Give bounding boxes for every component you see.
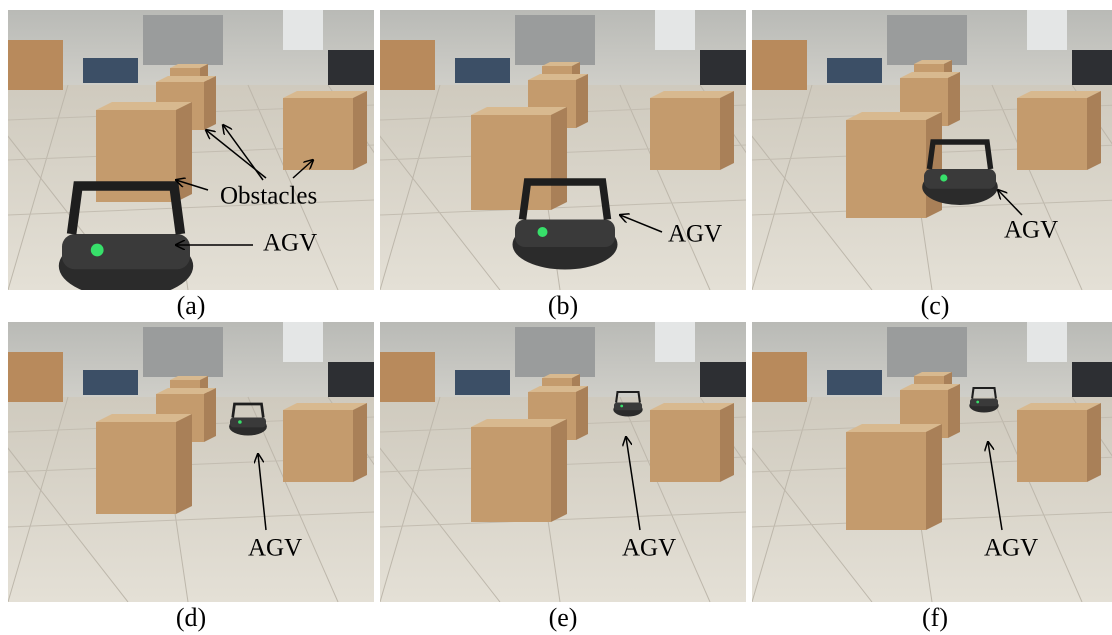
panel: AGV (f) [712,322,1112,632]
box-side [1087,403,1101,482]
panel-label: (f) [922,603,948,632]
sofa [328,362,378,397]
box-side [720,403,734,482]
agv-label: AGV [263,230,317,257]
box-front [1017,98,1087,170]
cabinet [8,352,63,402]
agv-body [62,234,190,269]
box-front [650,410,720,482]
machine [455,58,510,83]
sofa [328,50,378,85]
box-top [471,419,567,427]
figure: Obstacles AGV (a) AGV (b) AGV (c) AGV (d) AGV (e) A… [0,0,1112,635]
panel: AGV (c) [712,10,1112,320]
box-top [1017,91,1101,98]
cabinet [752,40,807,90]
cabinet [752,352,807,402]
box-side [576,74,588,128]
box-top [846,112,942,120]
box-front [1017,410,1087,482]
photo [712,322,1112,602]
agv-light [238,420,242,424]
agv-body [230,418,266,428]
panel-label: (b) [548,291,578,320]
box-top [283,91,367,98]
panel-label: (c) [921,291,950,320]
box-side [551,419,567,522]
sofa [1072,362,1112,397]
shelf [515,15,595,65]
box-side [176,414,192,514]
panel-label: (d) [176,603,206,632]
shelf [887,15,967,65]
window [283,322,323,362]
cabinet [8,40,63,90]
agv-light [940,174,947,181]
box-top [283,403,367,410]
sofa [700,362,750,397]
box-side [204,76,216,130]
shelf [143,327,223,377]
machine [83,58,138,83]
agv-label: AGV [984,535,1038,562]
box-front [96,422,176,514]
box-top [650,91,734,98]
box-top [96,102,192,110]
photo [712,10,1112,290]
window [283,10,323,50]
agv-body [924,169,996,189]
box-front [846,120,926,218]
box-top [96,414,192,422]
machine [83,370,138,395]
cabinet [380,40,435,90]
sofa [700,50,750,85]
box-side [948,384,960,438]
window [1027,10,1067,50]
window [655,10,695,50]
agv-light [620,405,623,408]
agv-light [91,244,104,257]
shelf [887,327,967,377]
sofa [1072,50,1112,85]
box-side [720,91,734,170]
box-side [948,72,960,126]
box-side [926,424,942,530]
machine [827,58,882,83]
agv-label: AGV [248,535,302,562]
window [655,322,695,362]
shelf [143,15,223,65]
panel-label: (e) [549,603,578,632]
box-side [576,386,588,440]
box-side [353,403,367,482]
box-front [650,98,720,170]
agv-body [614,403,642,411]
box-front [283,410,353,482]
box-top [846,424,942,432]
panel-label: (a) [177,291,206,320]
machine [827,370,882,395]
cabinet [380,352,435,402]
agv-label: AGV [668,221,722,248]
box-top [471,107,567,115]
box-top [1017,403,1101,410]
obstacles-label: Obstacles [220,183,317,210]
box-side [353,91,367,170]
box-side [204,388,216,442]
window [1027,322,1067,362]
box-front [471,427,551,522]
box-front [283,98,353,170]
agv-light [538,227,548,237]
box-front [846,432,926,530]
shelf [515,327,595,377]
box-top [650,403,734,410]
agv-label: AGV [622,535,676,562]
machine [455,370,510,395]
agv-body [515,220,615,248]
agv-light [976,401,979,404]
box-side [1087,91,1101,170]
agv-label: AGV [1004,217,1058,244]
agv-body [970,399,998,407]
box-side [551,107,567,210]
box-front [471,115,551,210]
